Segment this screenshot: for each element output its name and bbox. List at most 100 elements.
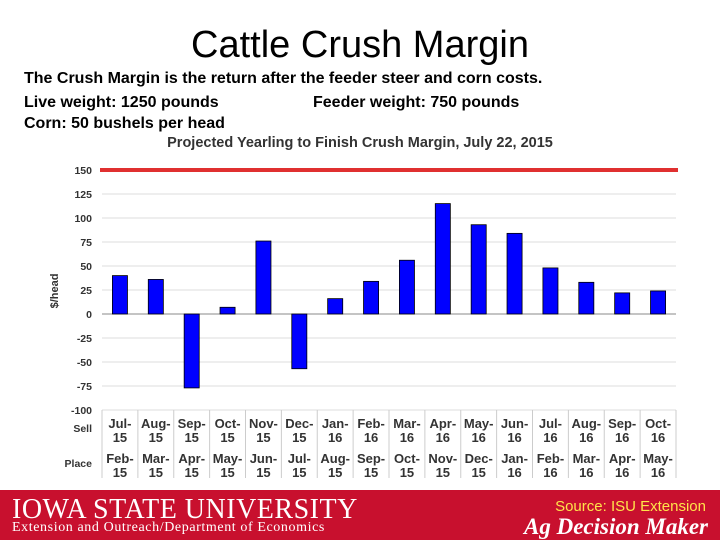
sell-month-label: Jun- <box>501 416 528 431</box>
bar <box>506 232 523 315</box>
place-year-label: 15 <box>256 465 270 480</box>
place-year-label: 15 <box>364 465 378 480</box>
description-line-1: The Crush Margin is the return after the… <box>24 70 543 87</box>
footer-bar <box>0 490 720 540</box>
sell-month-label: Apr- <box>429 416 456 431</box>
sell-year-label: 16 <box>400 430 414 445</box>
corn-label: Corn: 50 bushels per head <box>24 115 225 132</box>
place-row-label: Place <box>65 458 93 470</box>
sell-month-label: May- <box>464 416 494 431</box>
sell-year-label: 15 <box>220 430 234 445</box>
brand-label: Ag Decision Maker <box>524 514 708 539</box>
bar <box>327 298 344 315</box>
place-month-label: May- <box>643 451 673 466</box>
bar <box>578 281 595 315</box>
place-month-label: Oct- <box>394 451 420 466</box>
y-tick-label: -75 <box>77 381 92 393</box>
sell-month-label: Aug- <box>141 416 171 431</box>
bar <box>614 292 631 315</box>
y-tick-label: 125 <box>74 189 92 201</box>
place-year-label: 15 <box>436 465 450 480</box>
live-weight-label: Live weight: 1250 pounds <box>24 94 219 111</box>
y-tick-label: -100 <box>71 405 92 417</box>
sell-year-label: 16 <box>543 430 557 445</box>
crush-margin-chart: Projected Yearling to Finish Crush Margi… <box>49 135 678 480</box>
sell-year-label: 16 <box>364 430 378 445</box>
place-year-label: 15 <box>220 465 234 480</box>
place-year-label: 15 <box>149 465 163 480</box>
place-year-label: 15 <box>328 465 342 480</box>
place-month-label: Jan- <box>501 451 528 466</box>
place-year-label: 15 <box>184 465 198 480</box>
bar <box>363 280 379 315</box>
place-month-label: Feb- <box>537 451 564 466</box>
place-month-label: Aug- <box>320 451 350 466</box>
bar <box>399 259 415 315</box>
place-month-label: Apr- <box>609 451 636 466</box>
place-year-label: 15 <box>400 465 414 480</box>
place-month-label: Feb- <box>106 451 133 466</box>
y-tick-label: 50 <box>80 261 92 273</box>
bar <box>470 224 487 315</box>
sell-year-label: 15 <box>184 430 198 445</box>
sell-month-label: Jul- <box>539 416 562 431</box>
place-year-label: 16 <box>507 465 521 480</box>
sell-month-label: Jan- <box>322 416 349 431</box>
sell-month-label: Jul- <box>108 416 131 431</box>
place-month-label: Sep- <box>357 451 385 466</box>
place-year-label: 15 <box>113 465 127 480</box>
place-labels: Place Feb-15Mar-15Apr-15May-15Jun-15Jul-1… <box>65 451 673 480</box>
sell-year-label: 16 <box>328 430 342 445</box>
slide-title: Cattle Crush Margin <box>191 24 529 66</box>
sell-year-label: 15 <box>256 430 270 445</box>
bar <box>291 313 308 370</box>
sell-month-label: Oct- <box>215 416 241 431</box>
sell-month-label: Dec- <box>285 416 313 431</box>
sell-month-label: Feb- <box>357 416 384 431</box>
bar <box>147 279 164 315</box>
sell-year-label: 15 <box>292 430 306 445</box>
y-tick-label: 100 <box>74 213 92 225</box>
sell-year-label: 15 <box>149 430 163 445</box>
y-tick-label: -25 <box>77 333 92 345</box>
source-label: Source: ISU Extension <box>555 498 706 515</box>
bar <box>650 290 666 315</box>
y-axis-label: $/head <box>49 274 61 309</box>
sell-year-label: 16 <box>471 430 485 445</box>
bar <box>183 313 200 389</box>
place-year-label: 16 <box>579 465 593 480</box>
place-year-label: 16 <box>651 465 665 480</box>
department-subtitle: Extension and Outreach/Department of Eco… <box>12 520 325 535</box>
place-month-label: Apr- <box>178 451 205 466</box>
bar <box>112 275 128 315</box>
y-tick-label: 0 <box>86 309 92 321</box>
sell-year-label: 16 <box>651 430 665 445</box>
sell-year-label: 16 <box>579 430 593 445</box>
sell-month-label: Nov- <box>249 416 278 431</box>
place-month-label: May- <box>213 451 243 466</box>
sell-year-label: 16 <box>507 430 521 445</box>
bar <box>542 267 559 315</box>
place-month-label: Dec- <box>465 451 493 466</box>
place-month-label: Nov- <box>428 451 457 466</box>
bar <box>434 203 451 315</box>
place-year-label: 16 <box>615 465 629 480</box>
y-tick-label: -50 <box>77 357 92 369</box>
place-year-label: 15 <box>471 465 485 480</box>
sell-month-label: Sep- <box>178 416 206 431</box>
place-month-label: Jun- <box>250 451 277 466</box>
sell-labels: Sell Jul-15Aug-15Sep-15Oct-15Nov-15Dec-15… <box>73 416 671 445</box>
bars <box>112 203 666 389</box>
sell-month-label: Aug- <box>572 416 602 431</box>
sell-row-label: Sell <box>73 423 92 435</box>
chart-title: Projected Yearling to Finish Crush Margi… <box>167 135 553 151</box>
place-month-label: Mar- <box>142 451 169 466</box>
place-month-label: Jul- <box>288 451 311 466</box>
sell-year-label: 16 <box>615 430 629 445</box>
sell-month-label: Oct- <box>645 416 671 431</box>
y-tick-label: 75 <box>80 237 92 249</box>
sell-month-label: Mar- <box>393 416 420 431</box>
place-month-label: Mar- <box>573 451 600 466</box>
y-tick-label: 25 <box>80 285 92 297</box>
place-year-label: 15 <box>292 465 306 480</box>
